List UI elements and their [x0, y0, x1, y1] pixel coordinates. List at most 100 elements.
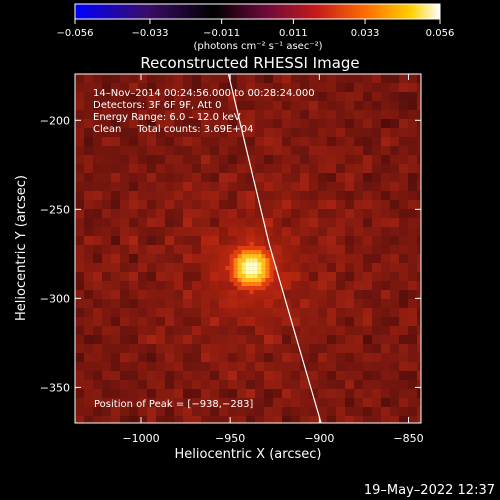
- heatmap-cell: [138, 317, 147, 326]
- heatmap-cell: [282, 407, 291, 416]
- heatmap-cell: [102, 290, 111, 299]
- heatmap-cell: [372, 155, 381, 164]
- heatmap-cell: [282, 380, 291, 389]
- source-pixel: [249, 278, 254, 283]
- heatmap-cell: [237, 209, 246, 218]
- heatmap-cell: [156, 398, 165, 407]
- heatmap-cell: [156, 146, 165, 155]
- heatmap-cell: [201, 83, 210, 92]
- heatmap-cell: [417, 326, 421, 335]
- heatmap-cell: [246, 200, 255, 209]
- heatmap-cell: [219, 227, 228, 236]
- heatmap-cell: [408, 146, 417, 155]
- heatmap-cell: [390, 146, 399, 155]
- heatmap-cell: [84, 119, 93, 128]
- heatmap-cell: [255, 371, 264, 380]
- heatmap-cell: [93, 407, 102, 416]
- source-pixel: [249, 262, 254, 267]
- heatmap-cell: [183, 227, 192, 236]
- heatmap-cell: [372, 146, 381, 155]
- heatmap-cell: [417, 245, 421, 254]
- heatmap-cell: [93, 326, 102, 335]
- heatmap-cell: [192, 308, 201, 317]
- heatmap-cell: [300, 119, 309, 128]
- heatmap-cell: [246, 227, 255, 236]
- heatmap-cell: [273, 191, 282, 200]
- heatmap-cell: [399, 290, 408, 299]
- source-pixel: [241, 246, 246, 251]
- source-pixel: [257, 258, 262, 263]
- source-pixel: [265, 258, 270, 263]
- heatmap-cell: [399, 389, 408, 398]
- heatmap-cell: [111, 344, 120, 353]
- heatmap-cell: [183, 299, 192, 308]
- heatmap-cell: [111, 173, 120, 182]
- heatmap-cell: [399, 335, 408, 344]
- heatmap-cell: [246, 371, 255, 380]
- heatmap-cell: [291, 326, 300, 335]
- heatmap-cell: [93, 317, 102, 326]
- heatmap-cell: [300, 272, 309, 281]
- source-pixel: [245, 278, 250, 283]
- heatmap-cell: [111, 263, 120, 272]
- heatmap-cell: [120, 407, 129, 416]
- heatmap-cell: [354, 407, 363, 416]
- source-pixel: [265, 282, 270, 287]
- heatmap-cell: [318, 290, 327, 299]
- heatmap-cell: [372, 263, 381, 272]
- heatmap-cell: [354, 281, 363, 290]
- heatmap-cell: [336, 308, 345, 317]
- heatmap-cell: [318, 101, 327, 110]
- heatmap-cell: [417, 290, 421, 299]
- heatmap-cell: [381, 335, 390, 344]
- heatmap-cell: [327, 83, 336, 92]
- heatmap-cell: [147, 272, 156, 281]
- heatmap-cell: [291, 281, 300, 290]
- heatmap-cell: [372, 353, 381, 362]
- heatmap-cell: [336, 236, 345, 245]
- source-pixel: [241, 278, 246, 283]
- heatmap-cell: [120, 101, 129, 110]
- heatmap-cell: [120, 317, 129, 326]
- heatmap-cell: [210, 416, 219, 423]
- heatmap-cell: [417, 281, 421, 290]
- heatmap-cell: [129, 317, 138, 326]
- heatmap-cell: [345, 353, 354, 362]
- heatmap-cell: [408, 245, 417, 254]
- heatmap-cell: [111, 308, 120, 317]
- heatmap-cell: [381, 137, 390, 146]
- heatmap-cell: [408, 362, 417, 371]
- heatmap-cell: [201, 209, 210, 218]
- heatmap-cell: [147, 245, 156, 254]
- heatmap-cell: [102, 398, 111, 407]
- heatmap-cell: [165, 110, 174, 119]
- heatmap-cell: [201, 254, 210, 263]
- heatmap-cell: [210, 119, 219, 128]
- heatmap-cell: [399, 398, 408, 407]
- heatmap-cell: [183, 353, 192, 362]
- heatmap-cell: [399, 83, 408, 92]
- heatmap-cell: [228, 128, 237, 137]
- heatmap-cell: [399, 200, 408, 209]
- heatmap-cell: [408, 299, 417, 308]
- heatmap-cell: [138, 272, 147, 281]
- heatmap-cell: [363, 380, 372, 389]
- heatmap-cell: [210, 389, 219, 398]
- heatmap-cell: [156, 263, 165, 272]
- heatmap-cell: [381, 326, 390, 335]
- heatmap-cell: [381, 317, 390, 326]
- heatmap-cell: [147, 344, 156, 353]
- heatmap-cell: [417, 83, 421, 92]
- heatmap-cell: [282, 83, 291, 92]
- heatmap-cell: [102, 155, 111, 164]
- heatmap-cell: [264, 164, 273, 173]
- heatmap-cell: [372, 299, 381, 308]
- heatmap-cell: [111, 128, 120, 137]
- heatmap-cell: [354, 146, 363, 155]
- heatmap-cell: [363, 326, 372, 335]
- heatmap-cell: [399, 101, 408, 110]
- heatmap-cell: [138, 236, 147, 245]
- heatmap-cell: [336, 137, 345, 146]
- heatmap-cell: [165, 353, 174, 362]
- heatmap-cell: [156, 344, 165, 353]
